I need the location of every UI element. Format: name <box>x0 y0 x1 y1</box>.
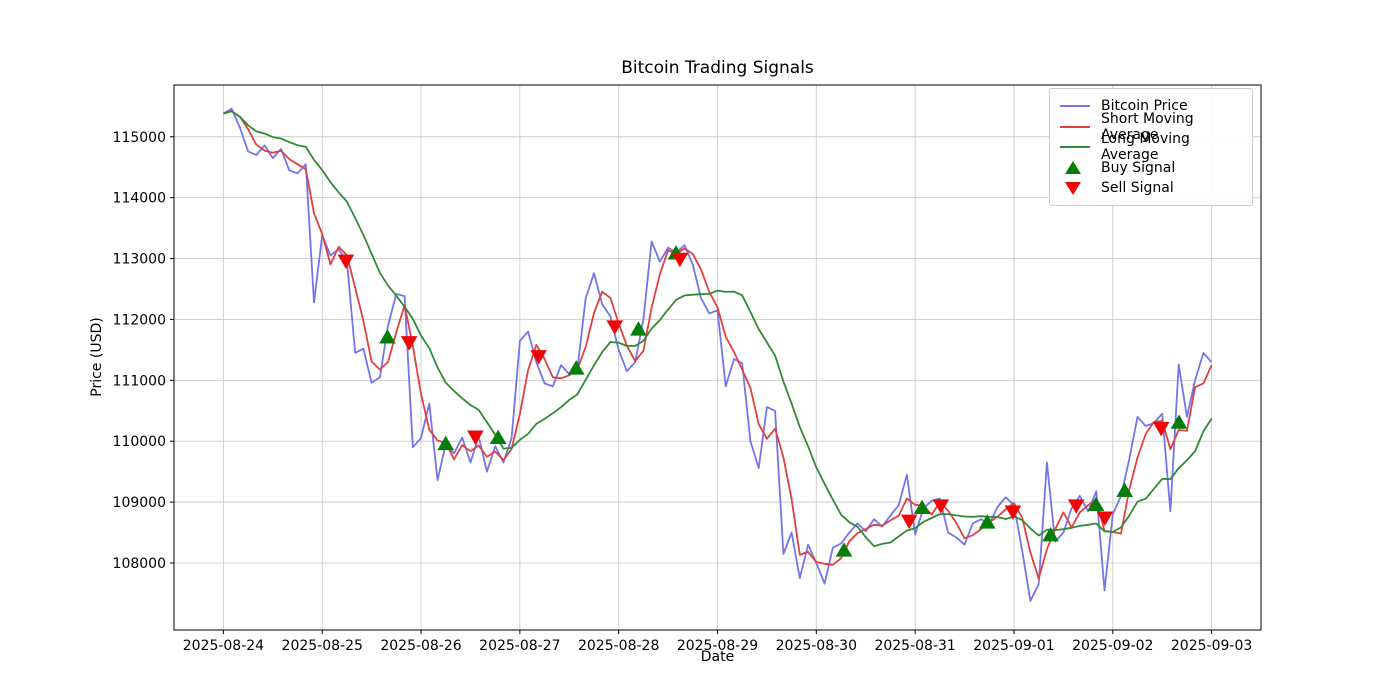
y-tick-label: 109000 <box>113 495 166 511</box>
y-axis-label-text: Price (USD) <box>89 317 105 397</box>
legend-label-short-ma: Short Moving Average <box>1101 110 1194 143</box>
legend-item-buy: Buy Signal <box>1060 158 1242 179</box>
sell-signal-marker <box>900 514 918 529</box>
y-tick-label: 111000 <box>113 373 166 389</box>
y-tick-label: 112000 <box>113 312 166 328</box>
x-axis-label: Date <box>700 649 735 665</box>
legend-item-sell: Sell Signal <box>1060 178 1242 199</box>
x-tick-label: 2025-08-27 <box>479 638 560 654</box>
y-tick-label: 110000 <box>113 434 166 450</box>
legend-label-price: Bitcoin Price <box>1101 98 1188 115</box>
x-tick-label: 2025-08-25 <box>282 638 363 654</box>
legend-label-sell: Sell Signal <box>1101 180 1174 197</box>
sell-signal-marker <box>932 499 950 514</box>
y-tick-label: 115000 <box>113 130 166 146</box>
buy-signal-marker <box>630 321 647 336</box>
chart-title: Bitcoin Trading Signals <box>621 58 814 78</box>
legend-item-short-ma: Short Moving Average <box>1060 111 1242 143</box>
buy-signal-marker <box>489 429 507 444</box>
legend-label-buy: Buy Signal <box>1101 159 1176 176</box>
sell-signal-marker <box>1152 422 1170 437</box>
buy-signal-marker <box>1042 527 1059 542</box>
legend: Bitcoin Price Short Moving Average Long … <box>1049 88 1253 206</box>
x-tick-label: 2025-09-02 <box>1072 638 1153 654</box>
sell-signal-marker <box>530 350 547 365</box>
long-ma-line-swatch <box>1060 146 1098 149</box>
legend-item-long-ma: Long Moving Average <box>1060 131 1242 163</box>
sell-signal-marker <box>671 252 689 268</box>
buy-signal-marker <box>978 514 996 529</box>
sell-signal-marker <box>467 430 484 445</box>
y-tick-label: 108000 <box>113 556 166 572</box>
y-tick-label: 113000 <box>113 252 166 268</box>
y-tick-label: 114000 <box>113 191 166 207</box>
x-tick-label: 2025-09-03 <box>1171 638 1252 654</box>
legend-item-price: Bitcoin Price <box>1060 96 1242 117</box>
x-tick-label: 2025-08-28 <box>578 638 659 654</box>
x-tick-label: 2025-08-29 <box>677 638 758 654</box>
sell-signal-marker <box>606 320 624 335</box>
sell-signal-marker <box>337 254 355 269</box>
sell-signal-marker <box>400 336 418 351</box>
sell-signal-marker <box>1096 511 1114 526</box>
buy-signal-marker <box>1170 414 1188 429</box>
buy-signal-triangle-icon <box>1060 161 1098 175</box>
sell-signal-triangle-icon <box>1060 181 1098 195</box>
buy-signal-marker <box>437 435 455 451</box>
sell-signal-marker <box>1004 505 1022 520</box>
buy-signal-marker <box>1116 482 1133 497</box>
price-line-swatch <box>1060 105 1098 108</box>
buy-signal-marker <box>835 542 853 557</box>
buy-signal-marker <box>1087 496 1105 511</box>
x-tick-label: 2025-08-26 <box>380 638 461 654</box>
x-tick-label: 2025-09-01 <box>973 638 1054 654</box>
long-ma-line <box>223 110 1213 548</box>
x-tick-label: 2025-08-24 <box>183 638 264 654</box>
x-tick-label: 2025-08-31 <box>874 638 955 654</box>
legend-label-long-ma: Long Moving Average <box>1101 131 1190 164</box>
short-ma-line <box>223 110 1213 580</box>
short-ma-line-swatch <box>1060 125 1098 128</box>
sell-signal-marker <box>1067 499 1085 514</box>
buy-signal-marker <box>379 329 396 344</box>
x-tick-label: 2025-08-30 <box>776 638 857 654</box>
buy-signal-marker <box>567 360 585 375</box>
buy-signal-marker <box>913 499 931 515</box>
